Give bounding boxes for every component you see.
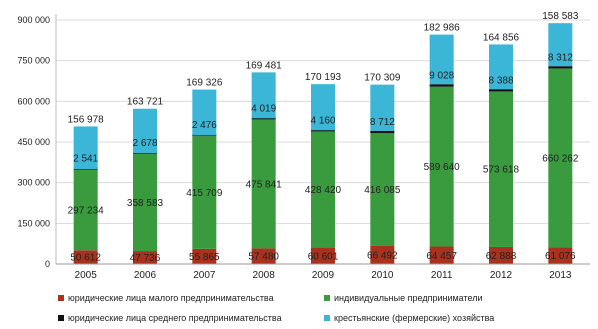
data-label: 57 480	[248, 252, 279, 263]
data-label: 164 856	[483, 32, 520, 43]
data-label: 66 492	[367, 250, 398, 261]
bar-segment	[489, 89, 513, 92]
bar-segment	[548, 66, 573, 69]
x-tick-label: 2005	[75, 270, 98, 281]
data-label: 163 721	[127, 97, 164, 108]
bar-segment	[251, 72, 276, 119]
data-label: 9 028	[429, 71, 454, 82]
bar-segment	[489, 246, 513, 264]
bar-segment	[370, 84, 395, 131]
bars	[73, 23, 573, 264]
bar-segment	[548, 247, 573, 264]
bar-segment	[73, 250, 98, 264]
bar-segment	[311, 131, 335, 248]
data-label: 358 583	[127, 198, 164, 209]
data-label: 55 865	[189, 252, 220, 263]
bar-segment	[429, 86, 454, 247]
legend-swatch	[58, 315, 64, 321]
data-label: 61 076	[545, 251, 576, 262]
data-label: 2 678	[132, 138, 157, 149]
data-label: 475 841	[246, 179, 283, 190]
data-label: 64 457	[426, 251, 457, 262]
y-axis: 0 150 000 300 000 450 000 600 000 750 000 900 …	[17, 14, 57, 269]
bar-segment	[133, 251, 157, 264]
x-axis: 2005 2006 2007 2008 2009 2010 2011 2012 2013	[56, 263, 590, 281]
bar-segment	[73, 126, 98, 170]
data-label: 50 612	[70, 253, 101, 264]
y-tick-label: 300 000	[17, 178, 50, 188]
y-tick-label: 450 000	[17, 137, 50, 147]
legend: юридические лица малого предпринимательс…	[58, 293, 494, 323]
data-label: 62 888	[486, 251, 517, 262]
legend-swatch	[324, 315, 330, 321]
y-tick-label: 600 000	[17, 96, 50, 106]
bar-segment	[429, 84, 454, 87]
bar-segment	[192, 89, 217, 136]
bar-segment	[192, 136, 217, 249]
x-tick-label: 2008	[253, 270, 276, 281]
x-tick-label: 2010	[371, 270, 394, 281]
bar-segment	[429, 246, 454, 264]
data-label: 4 160	[310, 115, 335, 126]
bar-segment	[429, 34, 454, 85]
bar-segment	[311, 247, 335, 264]
bar-segment	[251, 248, 276, 264]
x-tick-label: 2007	[193, 270, 216, 281]
data-labels: 50 612 297 234 2 541 156 978 47 736 358 583 2 …	[68, 11, 579, 264]
y-tick-label: 750 000	[17, 56, 50, 66]
legend-label: крестьянские (фермерские) хозяйства	[334, 313, 494, 323]
legend-label: юридические лица среднего предпринимател…	[68, 313, 282, 323]
x-tick-label: 2013	[549, 270, 572, 281]
data-label: 170 193	[305, 72, 342, 83]
data-label: 4 019	[251, 103, 276, 114]
data-label: 2 541	[73, 154, 98, 165]
data-label: 158 583	[542, 11, 579, 22]
y-tick-label: 0	[45, 259, 50, 269]
bar-segment	[192, 248, 217, 264]
data-label: 428 420	[305, 185, 342, 196]
bar-segment	[548, 23, 573, 67]
bar-segment	[489, 91, 513, 247]
data-label: 156 978	[68, 114, 105, 125]
bar-segment	[370, 130, 395, 134]
bar-segment	[133, 108, 157, 154]
data-label: 169 326	[186, 78, 223, 89]
legend-swatch	[324, 295, 330, 301]
data-label: 182 986	[424, 23, 461, 34]
y-tick-label: 150 000	[17, 218, 50, 228]
bar-segment	[370, 133, 395, 246]
data-label: 297 234	[68, 205, 105, 216]
bar-segment	[548, 68, 573, 248]
x-tick-label: 2012	[490, 270, 513, 281]
data-label: 573 618	[483, 165, 520, 176]
bar-segment	[311, 84, 335, 131]
data-label: 169 481	[246, 60, 283, 71]
legend-swatch	[58, 295, 64, 301]
x-tick-label: 2006	[134, 270, 157, 281]
bar-segment	[73, 169, 98, 251]
x-tick-label: 2009	[312, 270, 335, 281]
y-tick-label: 900 000	[17, 15, 50, 25]
bar-segment	[133, 153, 157, 252]
data-label: 416 085	[364, 185, 401, 196]
data-label: 8 712	[370, 117, 395, 128]
data-label: 8 312	[548, 52, 573, 63]
bar-segment	[311, 129, 335, 132]
bar-segment	[489, 44, 513, 90]
data-label: 2 476	[192, 120, 217, 131]
data-label: 8 388	[488, 75, 513, 86]
data-label: 60 601	[308, 251, 339, 262]
data-label: 415 709	[186, 188, 223, 199]
data-label: 170 309	[364, 73, 401, 84]
data-label: 660 262	[542, 153, 579, 164]
legend-label: индивидуальные предприниматели	[334, 293, 482, 303]
legend-label: юридические лица малого предпринимательс…	[68, 293, 274, 303]
data-label: 47 736	[130, 253, 161, 264]
x-tick-label: 2011	[431, 270, 453, 281]
bar-segment	[251, 119, 276, 249]
data-label: 589 640	[424, 162, 461, 173]
bar-segment	[370, 245, 395, 264]
